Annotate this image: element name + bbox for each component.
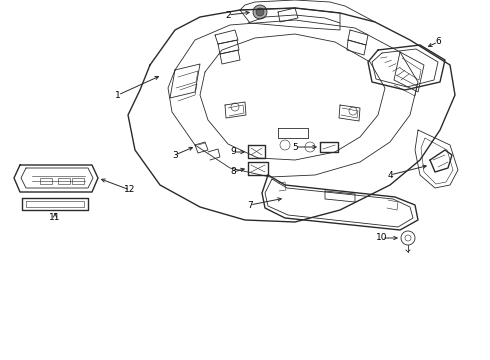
Bar [40, 178, 52, 184]
Text: 5: 5 [292, 143, 298, 152]
Bar [72, 178, 84, 184]
Circle shape [253, 5, 267, 19]
Text: 2: 2 [225, 10, 231, 19]
Text: 3: 3 [172, 150, 178, 159]
Text: 11: 11 [49, 212, 61, 221]
Text: 1: 1 [115, 90, 121, 99]
Text: 12: 12 [124, 185, 136, 194]
Text: 6: 6 [435, 37, 441, 46]
Text: 4: 4 [387, 171, 393, 180]
Text: 8: 8 [230, 167, 236, 176]
Text: 10: 10 [376, 234, 388, 243]
Text: 7: 7 [247, 201, 253, 210]
Bar [58, 178, 70, 184]
Text: 9: 9 [230, 148, 236, 157]
Circle shape [256, 8, 264, 16]
